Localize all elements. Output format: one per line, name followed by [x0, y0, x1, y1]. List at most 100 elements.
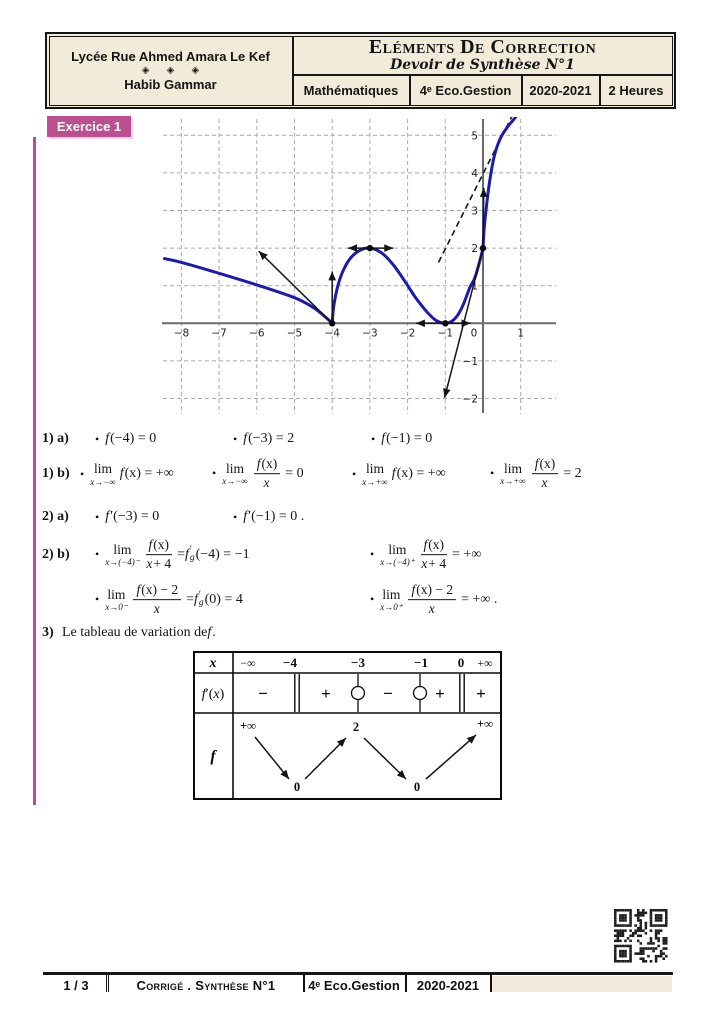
- limit: lim x→0⁺: [380, 586, 403, 613]
- svg-text:1: 1: [471, 281, 478, 293]
- math-text: (−1) = 0: [386, 431, 433, 446]
- bullet-icon: •: [352, 466, 357, 481]
- math-var: f: [193, 592, 198, 607]
- bullet-icon: •: [371, 431, 376, 446]
- math-text: (x): [261, 456, 278, 472]
- subject-cell: Mathématiques: [303, 82, 399, 98]
- math-var: f: [184, 547, 189, 562]
- math-var: x: [428, 601, 435, 616]
- fprime-row: f′(x) − + − + +: [202, 674, 486, 712]
- math-text: (x) = +∞: [396, 466, 446, 481]
- math-text: (−4) = 0: [110, 431, 157, 446]
- footer-separator: [405, 975, 407, 992]
- math-item: Le tableau de variation de f .: [62, 625, 216, 641]
- school-name: Lycée Rue Ahmed Amara Le Kef: [71, 49, 270, 64]
- svg-text:1: 1: [517, 327, 524, 339]
- svg-text:−1: −1: [463, 356, 478, 368]
- svg-text:−2: −2: [463, 394, 478, 406]
- math-var: x: [263, 475, 270, 490]
- year-cell: 2020-2021: [520, 75, 599, 105]
- fraction: f (x) x: [531, 456, 559, 491]
- math-var: f: [423, 537, 428, 553]
- axis-tick-labels: −8 −7 −6 −5 −4 −3 −2 −1 0 1 5 4 3 2 1 −1 −2: [174, 130, 524, 405]
- bullet-icon: •: [370, 547, 375, 562]
- math-text: ′(−3) = 0: [110, 509, 160, 524]
- fraction: f (x) − 2 x: [408, 582, 457, 617]
- x-row: x −∞ −4 −3 −1 0 +∞: [209, 655, 493, 671]
- header-table: Lycée Rue Ahmed Amara Le Kef ◈ ◈ ◈ Habib…: [45, 32, 676, 109]
- f-variation-row: f +∞ 0 2 0 +∞: [210, 717, 493, 794]
- svg-text:−6: −6: [249, 327, 265, 339]
- math-item: • f ′(−3) = 0: [95, 509, 159, 525]
- math-text: .: [212, 625, 216, 640]
- math-var: x: [153, 601, 160, 616]
- bullet-icon: •: [233, 431, 238, 446]
- header-right: Eléments De Correction Devoir de Synthès…: [293, 37, 672, 105]
- diamond-ornament: ◈ ◈ ◈: [141, 65, 207, 76]
- limit: lim x→+∞: [362, 460, 388, 487]
- math-item: • lim x→−∞ f (x) x = 0: [212, 456, 304, 491]
- math-var: f: [136, 582, 141, 598]
- fraction: f (x) x: [253, 456, 281, 491]
- math-text: (−4) = −1: [195, 547, 250, 562]
- limit: lim x→−∞: [90, 460, 116, 487]
- svg-text:−7: −7: [211, 327, 226, 339]
- math-var: f: [207, 625, 212, 640]
- header-title-zone: Eléments De Correction Devoir de Synthès…: [294, 37, 672, 74]
- teacher-name: Habib Gammar: [124, 77, 217, 92]
- footer-double-separator: [106, 975, 109, 992]
- qr-code: [614, 909, 668, 963]
- math-text: =: [186, 592, 194, 607]
- math-text: (−3) = 2: [248, 431, 295, 446]
- svg-text:+∞: +∞: [240, 719, 256, 733]
- header-school-cell: Lycée Rue Ahmed Amara Le Kef ◈ ◈ ◈ Habib…: [50, 36, 294, 105]
- footer-grade: 4ᵉ Eco.Gestion: [308, 977, 400, 993]
- math-text: (x) = +∞: [124, 466, 174, 481]
- limit: lim x→(−4)⁻: [105, 541, 140, 568]
- math-item: • lim x→+∞ f (x) = +∞: [352, 462, 446, 487]
- math-item: • lim x→−∞ f (x) = +∞: [80, 462, 174, 487]
- svg-text:−5: −5: [287, 327, 302, 339]
- svg-text:+: +: [435, 684, 445, 703]
- svg-text:2: 2: [471, 243, 478, 255]
- math-var: f: [105, 431, 110, 446]
- question-label: 3): [42, 625, 54, 640]
- svg-text:−1: −1: [438, 327, 453, 339]
- question-label: 1) a): [42, 431, 69, 446]
- footer-empty-cell: [492, 976, 672, 992]
- svg-text:f: f: [210, 748, 217, 765]
- bullet-icon: •: [95, 509, 100, 524]
- math-text: + 4: [153, 556, 172, 571]
- bullet-icon: •: [80, 466, 85, 481]
- math-text: (x): [428, 537, 445, 553]
- footer-year: 2020-2021: [416, 977, 480, 993]
- math-var: x: [146, 556, 153, 571]
- math-text: = +∞: [452, 547, 482, 562]
- bullet-icon: •: [490, 466, 495, 481]
- svg-text:−8: −8: [174, 327, 189, 339]
- math-text: (x): [539, 456, 556, 472]
- bullet-icon: •: [95, 547, 100, 562]
- duration-cell: 2 Heures: [598, 75, 672, 105]
- svg-text:−1: −1: [414, 655, 428, 670]
- math-text: (0) = 4: [204, 592, 243, 607]
- svg-text:−4: −4: [324, 327, 340, 339]
- limit: lim x→0⁻: [105, 586, 128, 613]
- svg-text:x: x: [209, 656, 217, 671]
- bullet-icon: •: [95, 431, 100, 446]
- math-text: =: [177, 547, 185, 562]
- math-item: • lim x→+∞ f (x) x = 2: [490, 456, 582, 491]
- svg-text:−∞: −∞: [240, 656, 255, 670]
- svg-text:+∞: +∞: [477, 717, 493, 731]
- bullet-icon: •: [233, 509, 238, 524]
- bullet-icon: •: [212, 466, 217, 481]
- svg-text:0: 0: [294, 780, 300, 794]
- math-var: f: [105, 509, 110, 524]
- svg-text:−2: −2: [400, 327, 415, 339]
- svg-text:+∞: +∞: [477, 656, 492, 670]
- function-graph: −8 −7 −6 −5 −4 −3 −2 −1 0 1 5 4 3 2 1 −1 −2: [162, 117, 556, 414]
- document-subtitle: Devoir de Synthèse N°1: [390, 56, 575, 73]
- question-label: 1) b): [42, 466, 70, 481]
- svg-text:−: −: [383, 684, 393, 703]
